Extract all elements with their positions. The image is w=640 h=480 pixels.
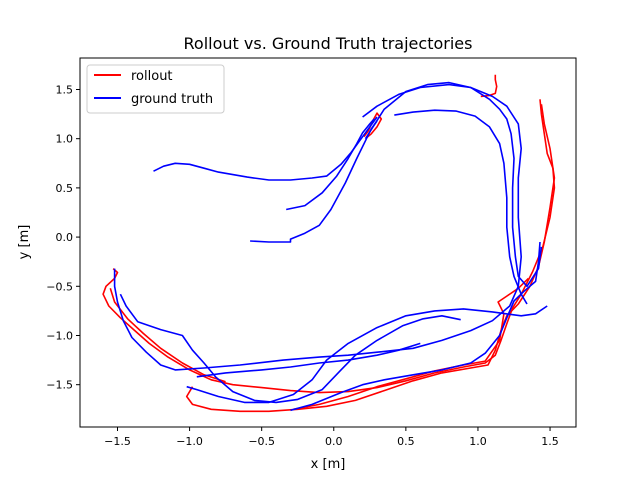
y-tick-label: −1.0 (46, 329, 73, 342)
x-axis-label: x [m] (311, 457, 346, 472)
series-rollout-segment-3 (293, 277, 529, 411)
series-layer (102, 74, 556, 413)
series-ground-truth-segment-7 (186, 305, 548, 404)
x-tick-label: 0.5 (397, 435, 415, 448)
plot-frame (79, 57, 577, 428)
legend-label-rollout: rollout (131, 69, 173, 84)
x-axis-ticks: −1.5 −1.0 −0.5 0.0 0.5 1.0 1.5 (104, 427, 559, 448)
series-ground-truth-segment-2 (250, 120, 378, 243)
series-ground-truth-segment-1 (286, 118, 375, 211)
series-ground-truth-segment-5 (364, 81, 543, 288)
x-tick-label: −1.0 (176, 435, 203, 448)
series-rollout-segment-5 (480, 74, 498, 98)
y-tick-label: 1.0 (56, 133, 74, 146)
y-tick-label: 0.0 (56, 231, 74, 244)
series-rollout-segment-0 (102, 99, 556, 394)
series-ground-truth-segment-4 (394, 109, 528, 305)
x-tick-label: −1.5 (104, 435, 131, 448)
series-ground-truth-segment-6 (119, 293, 461, 404)
legend-label-ground-truth: ground truth (131, 92, 213, 107)
x-tick-label: 0.0 (325, 435, 343, 448)
y-tick-label: −0.5 (46, 280, 73, 293)
series-ground-truth-segment-8 (290, 241, 541, 412)
x-tick-label: 1.0 (469, 435, 487, 448)
legend: rollout ground truth (86, 64, 225, 114)
chart-title: Rollout vs. Ground Truth trajectories (184, 34, 473, 53)
y-tick-label: −1.5 (46, 379, 73, 392)
y-axis-ticks: −1.5 −1.0 −0.5 0.0 0.5 1.0 1.5 (46, 83, 80, 392)
series-rollout-segment-1 (185, 104, 556, 413)
y-tick-label: 1.5 (56, 83, 74, 96)
y-tick-label: 0.5 (56, 182, 74, 195)
series-ground-truth-segment-3 (113, 83, 523, 371)
series-rollout-segment-2 (109, 288, 226, 383)
x-tick-label: −0.5 (248, 435, 275, 448)
x-tick-label: 1.5 (541, 435, 559, 448)
series-ground-truth-segment-9 (196, 342, 421, 378)
y-axis-label: y [m] (17, 225, 32, 260)
legend-box (86, 64, 225, 114)
